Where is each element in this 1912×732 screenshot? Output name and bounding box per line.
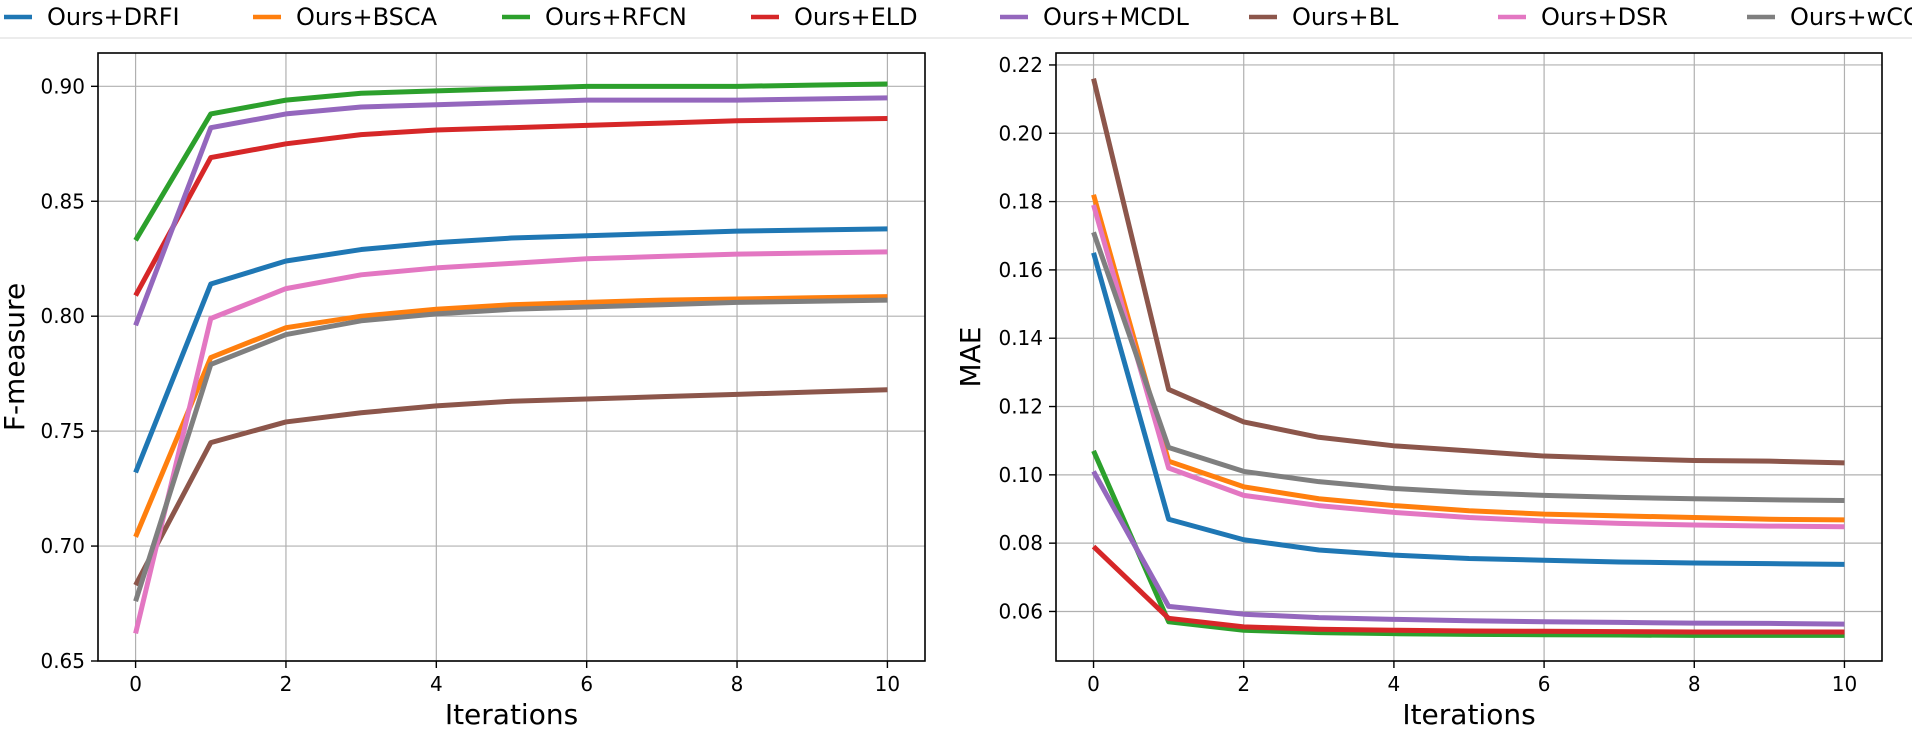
series-line-ours-dsr: [133, 249, 888, 635]
legend-entry: Ours+DRFI: [4, 3, 180, 31]
x-axis-title: Iterations: [445, 698, 578, 728]
x-tick-label: 4: [1388, 672, 1401, 696]
y-tick-label: 0.75: [40, 419, 85, 443]
series-line-ours-mcdl: [133, 95, 888, 327]
series-line-ours-mcdl: [1091, 470, 1845, 627]
legend-entry: Ours+BSCA: [253, 3, 438, 31]
legend: Ours+DRFI Ours+BSCA Ours+RFCN Ours+ELD Ours+…: [0, 3, 1912, 39]
series-line-ours-rfcn: [1091, 449, 1845, 638]
y-tick-label: 0.22: [998, 53, 1043, 77]
x-tick-label: 2: [280, 672, 293, 696]
axes-frame: [97, 52, 926, 662]
y-tick-label: 0.70: [40, 534, 85, 558]
x-tick-label: 6: [1538, 672, 1551, 696]
legend-label: Ours+BSCA: [296, 3, 438, 31]
y-tick-label: 0.12: [998, 395, 1043, 419]
y-axis-title: F-measure: [0, 283, 31, 431]
series-line-ours-wco: [133, 297, 888, 602]
y-tick-label: 0.18: [998, 190, 1043, 214]
grid: [98, 53, 925, 662]
x-tick-label: 8: [731, 672, 744, 696]
legend-label: Ours+DRFI: [47, 3, 180, 31]
y-axis-title: MAE: [954, 326, 987, 387]
series-line-ours-rfcn: [133, 81, 888, 242]
legend-entry: Ours+BL: [1249, 3, 1399, 31]
series-line-ours-bl: [1091, 78, 1845, 466]
series-line-ours-dsr: [1091, 204, 1845, 530]
series-line-ours-bsca: [133, 294, 888, 538]
chart-f-measure: 0 2 4 6 8 10 0.65 0.70 0.75 0.80 0.85 0.90 Iteration…: [0, 52, 926, 731]
legend-entry: Ours+ELD: [751, 3, 918, 31]
series-line-ours-eld: [1091, 544, 1845, 635]
x-axis-title: Iterations: [1402, 698, 1535, 728]
legend-entry: Ours+wCO: [1747, 3, 1912, 31]
x-tick-label: 0: [1087, 672, 1100, 696]
y-tick-label: 0.80: [40, 304, 85, 328]
legend-label: Ours+ELD: [794, 3, 918, 31]
y-tick-label: 0.06: [998, 599, 1043, 623]
x-tick-label: 10: [875, 672, 900, 696]
legend-label: Ours+wCO: [1790, 3, 1912, 31]
chart-mae: 0 2 4 6 8 10 0.06 0.08 0.10 0.12 0.14 0.16 0.18 0.20 0…: [954, 52, 1883, 731]
y-tick-label: 0.16: [998, 258, 1043, 282]
legend-label: Ours+DSR: [1541, 3, 1668, 31]
y-tick-label: 0.08: [998, 531, 1043, 555]
y-tick-label: 0.85: [40, 189, 85, 213]
series-line-ours-bl: [133, 387, 888, 587]
legend-label: Ours+RFCN: [545, 3, 687, 31]
series-line-ours-bsca: [1091, 194, 1845, 523]
axes-frame: [1055, 52, 1883, 662]
y-tick-label: 0.65: [40, 649, 85, 673]
series-group: [1091, 78, 1845, 638]
series-line-ours-eld: [133, 116, 888, 297]
y-tick-label: 0.90: [40, 74, 85, 98]
legend-entry: Ours+DSR: [1498, 3, 1668, 31]
legend-entry: Ours+RFCN: [502, 3, 687, 31]
y-tick-label: 0.14: [998, 326, 1043, 350]
x-tick-label: 8: [1688, 672, 1701, 696]
series-line-ours-drfi: [1091, 252, 1845, 567]
y-tick-label: 0.20: [998, 121, 1043, 145]
x-tick-label: 0: [129, 672, 142, 696]
legend-entry: Ours+MCDL: [1000, 3, 1190, 31]
legend-label: Ours+MCDL: [1043, 3, 1190, 31]
x-tick-label: 6: [580, 672, 593, 696]
x-tick-label: 2: [1237, 672, 1250, 696]
x-tick-label: 4: [430, 672, 443, 696]
series-group: [133, 81, 888, 635]
x-tick-label: 10: [1832, 672, 1857, 696]
legend-label: Ours+BL: [1292, 3, 1399, 31]
series-line-ours-drfi: [133, 226, 888, 474]
y-tick-label: 0.10: [998, 463, 1043, 487]
series-line-ours-wco: [1091, 231, 1845, 503]
grid: [1056, 53, 1882, 661]
